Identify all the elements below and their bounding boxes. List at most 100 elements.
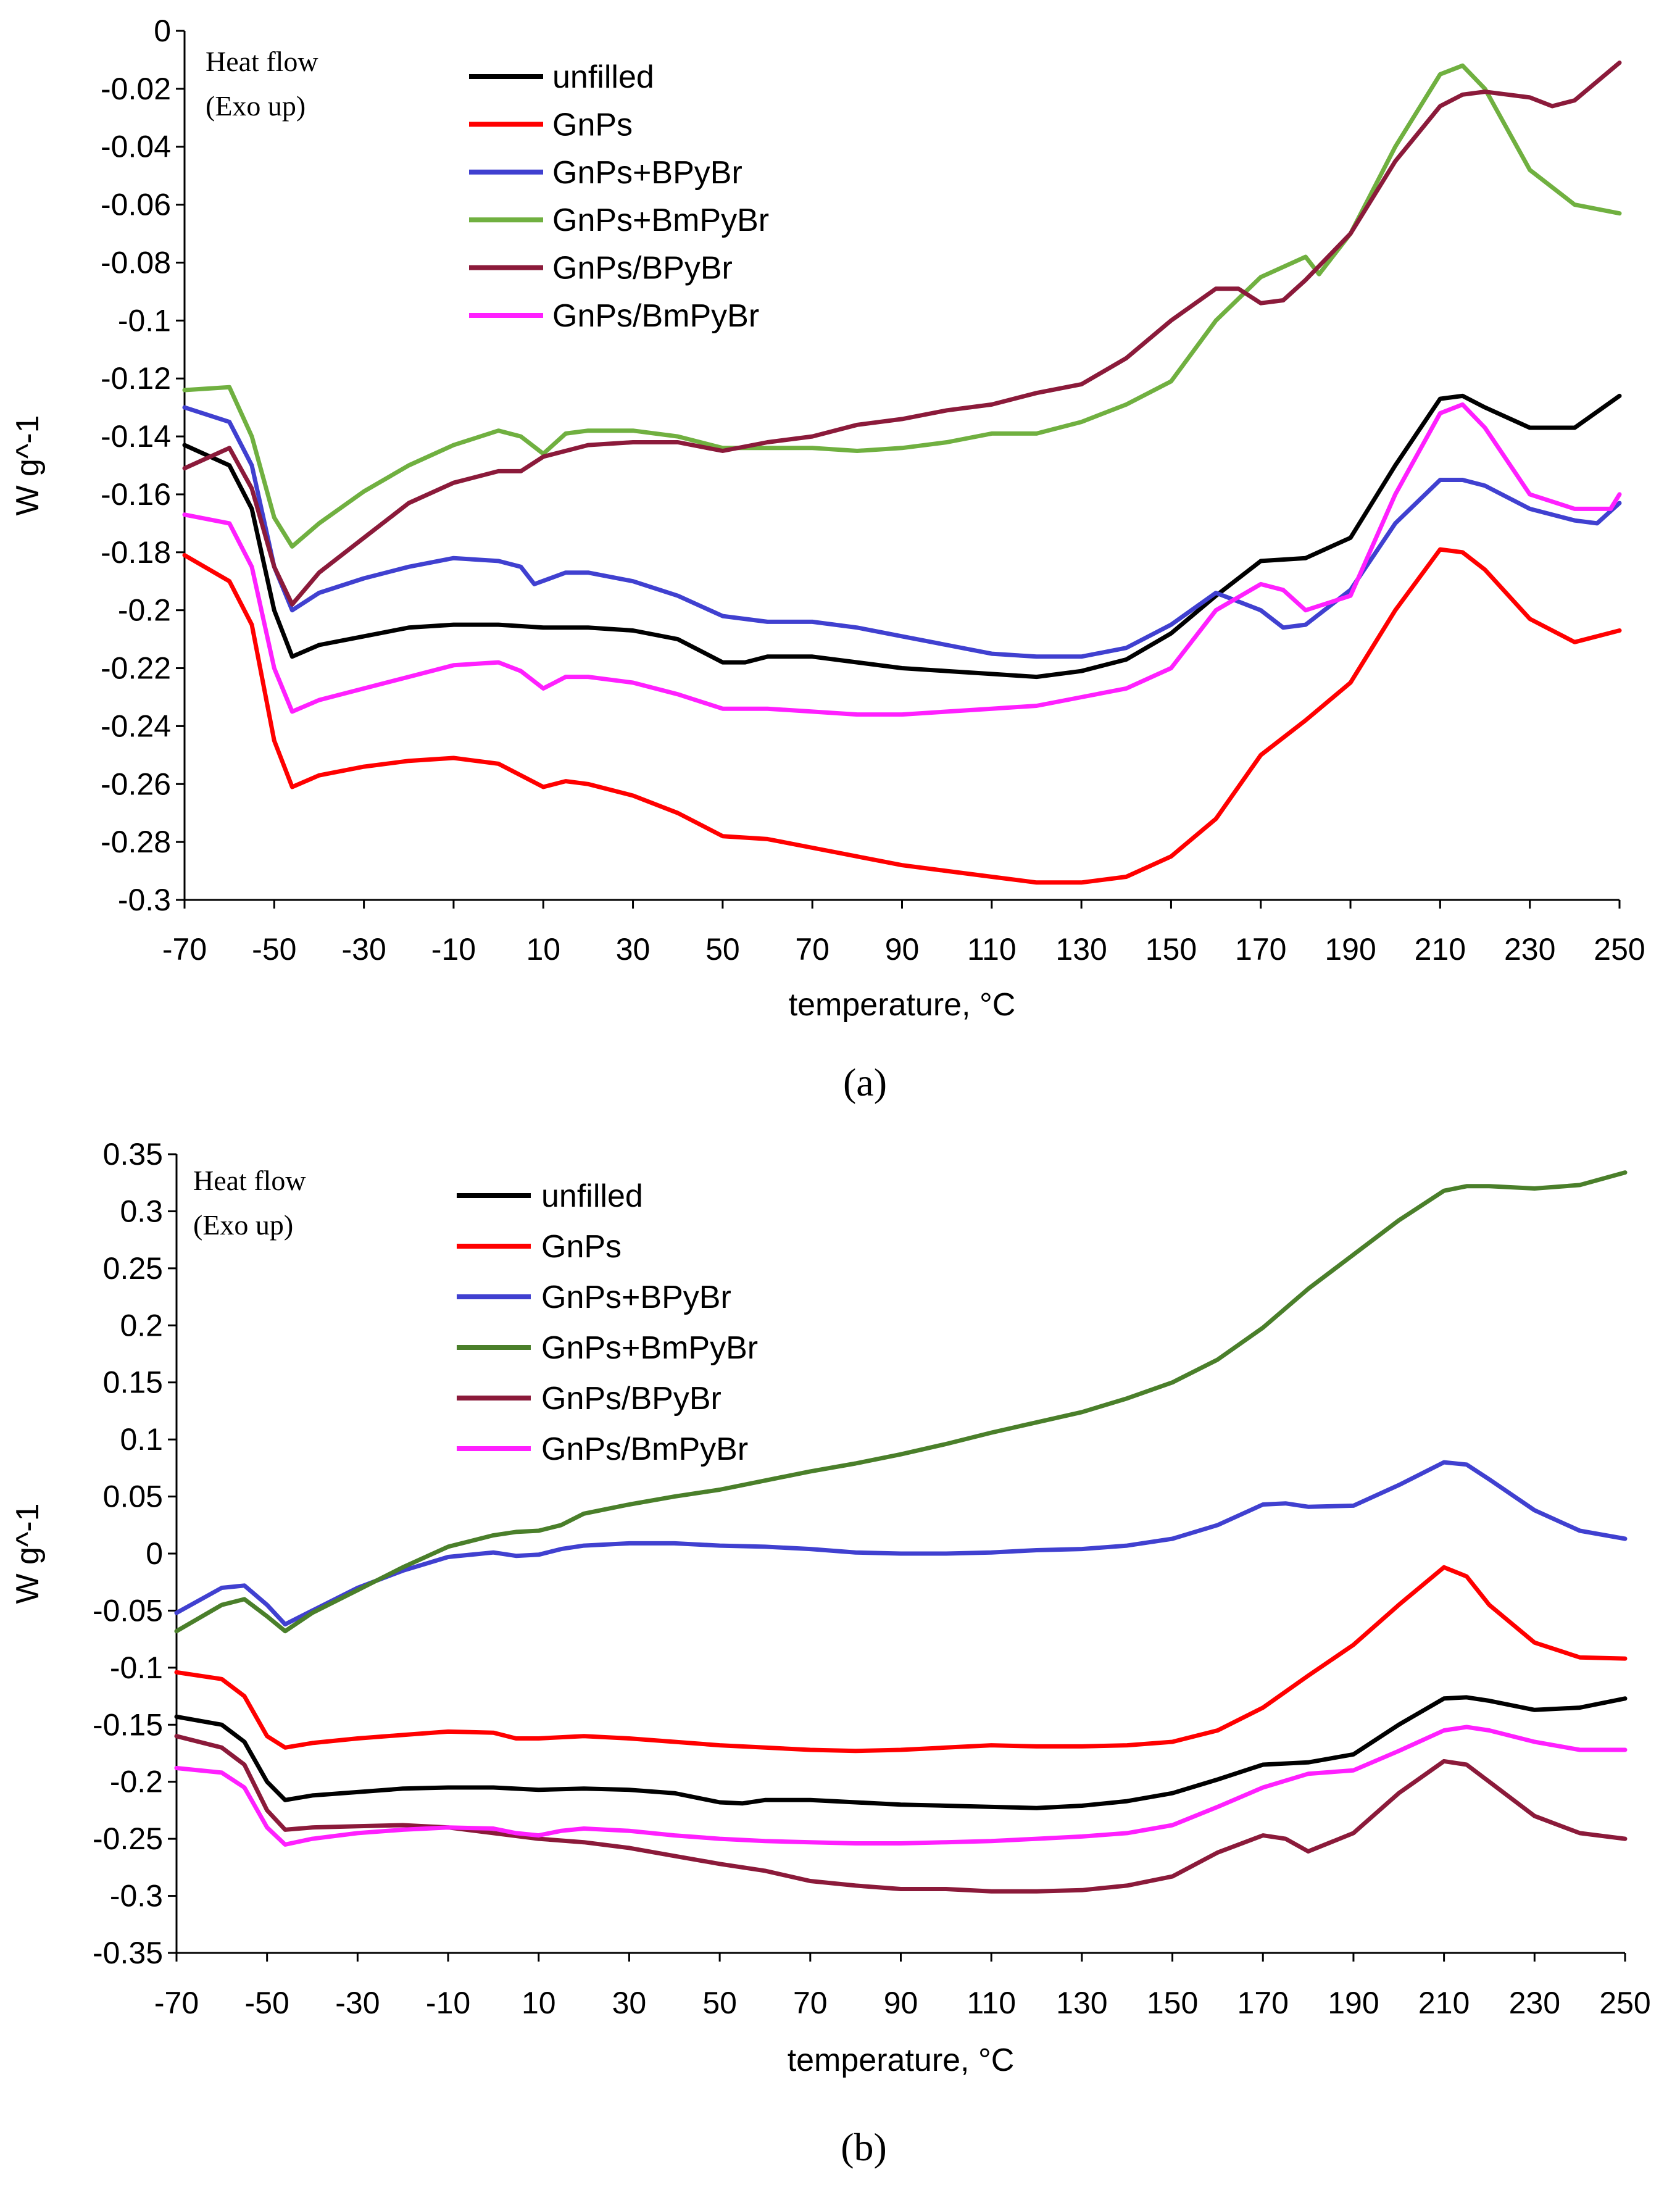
series-line-gnps-bpybr — [174, 1734, 1628, 1894]
x-tick-label: 250 — [1594, 932, 1645, 967]
x-tick-label: 190 — [1324, 932, 1376, 967]
x-tick-label: 230 — [1504, 932, 1555, 967]
series-line-gnps-bmpybr — [174, 1170, 1628, 1634]
annotation-text: Heat flow — [206, 46, 318, 77]
chart-b: 0.35 0.3 0.25 0.2 0.15 0.1 0.05 0 -0.05 -0.1 -0.15… — [10, 1137, 1651, 2169]
y-axis-label: W g^-1 — [10, 1503, 46, 1604]
x-tick-label: -30 — [335, 1986, 380, 2020]
legend-label: GnPs+BmPyBr — [541, 1330, 758, 1366]
x-tick-label: -70 — [162, 932, 207, 967]
series-line-gnps — [174, 1565, 1628, 1754]
series-line-gnps-bpybr — [182, 60, 1622, 607]
series-line-gnps-bmpybr — [174, 1725, 1628, 1847]
series-line-gnps-bmpybr — [182, 63, 1622, 549]
x-tick-label: 70 — [793, 1986, 828, 2020]
x-tick-label: 110 — [967, 1986, 1016, 2020]
series-line-unfilled — [182, 393, 1622, 680]
legend-label: GnPs+BmPyBr — [552, 202, 769, 238]
y-tick-label: -0.26 — [101, 767, 171, 801]
y-tick-label: -0.35 — [93, 1936, 163, 1970]
x-tick-label: -50 — [245, 1986, 289, 2020]
x-axis-label: temperature, °C — [788, 2042, 1015, 2078]
y-tick-label: -0.05 — [93, 1593, 163, 1628]
annotation-text: Heat flow — [193, 1165, 306, 1196]
legend-label: GnPs — [541, 1229, 622, 1265]
x-tick-label: 130 — [1055, 932, 1107, 967]
y-tick-label: -0.3 — [110, 1879, 163, 1913]
panel-label: (a) — [843, 1060, 887, 1104]
x-tick-label: 10 — [522, 1986, 556, 2020]
x-tick-label: 150 — [1146, 932, 1197, 967]
series-line-gnps — [182, 547, 1622, 885]
y-tick-label: -0.1 — [110, 1650, 163, 1685]
x-tick-label: 50 — [705, 932, 740, 967]
y-tick-label: -0.18 — [101, 535, 171, 570]
y-tick-label: 0.15 — [103, 1365, 163, 1400]
y-tick-label: -0.2 — [118, 593, 171, 628]
legend-label: GnPs/BPyBr — [552, 251, 733, 286]
annotation-text: (Exo up) — [206, 90, 306, 122]
y-axis-label: W g^-1 — [10, 415, 46, 515]
x-axis-label: temperature, °C — [789, 987, 1016, 1023]
x-tick-label: 110 — [967, 932, 1017, 967]
x-tick-label: 50 — [702, 1986, 737, 2020]
x-tick-label: 250 — [1599, 1986, 1650, 2020]
x-tick-label: 10 — [526, 932, 560, 967]
x-tick-label: -10 — [426, 1986, 470, 2020]
x-tick-label: 170 — [1235, 932, 1286, 967]
y-tick-label: -0.06 — [101, 188, 171, 222]
y-tick-label: -0.12 — [101, 361, 171, 396]
chart-a: 0 -0.02 -0.04 -0.06 -0.08 -0.1 -0.12 -0.14 -0.16… — [10, 14, 1645, 1104]
series-line-gnps-bmpybr — [182, 402, 1622, 717]
legend-label: GnPs — [552, 107, 633, 143]
series-line-gnps-bpybr — [182, 405, 1622, 659]
y-tick-label: -0.15 — [93, 1707, 163, 1742]
y-tick-label: -0.3 — [118, 883, 171, 917]
panel-label: (b) — [841, 2125, 887, 2169]
y-tick-label: -0.22 — [101, 651, 171, 686]
x-tick-label: 130 — [1056, 1986, 1107, 2020]
legend-label: GnPs/BPyBr — [541, 1381, 721, 1417]
x-tick-label: 70 — [795, 932, 830, 967]
legend-label: GnPs+BPyBr — [552, 155, 742, 191]
y-tick-label: -0.25 — [93, 1821, 163, 1856]
x-tick-label: 170 — [1237, 1986, 1289, 2020]
x-tick-label: -50 — [252, 932, 296, 967]
x-tick-label: 190 — [1328, 1986, 1379, 2020]
y-tick-label: 0.25 — [103, 1251, 163, 1286]
y-tick-label: 0 — [146, 1536, 163, 1571]
y-tick-label: -0.14 — [101, 419, 171, 454]
y-tick-label: 0.05 — [103, 1480, 163, 1514]
y-tick-label: 0.3 — [120, 1194, 163, 1228]
y-tick-label: -0.24 — [101, 709, 171, 743]
x-tick-label: 210 — [1415, 932, 1466, 967]
legend-label: GnPs+BPyBr — [541, 1280, 731, 1315]
series-line-unfilled — [174, 1695, 1628, 1810]
x-tick-label: -10 — [431, 932, 476, 967]
y-tick-label: 0.2 — [120, 1308, 163, 1342]
x-tick-label: 30 — [616, 932, 651, 967]
x-tick-label: -30 — [341, 932, 386, 967]
y-tick-label: -0.1 — [118, 303, 171, 338]
y-tick-label: -0.16 — [101, 477, 171, 512]
y-tick-label: 0 — [154, 14, 171, 48]
x-tick-label: 210 — [1418, 1986, 1470, 2020]
y-tick-label: -0.02 — [101, 72, 171, 106]
y-tick-label: 0.35 — [103, 1137, 163, 1172]
y-tick-label: 0.1 — [120, 1422, 163, 1457]
y-tick-label: -0.28 — [101, 825, 171, 859]
legend-label: unfilled — [552, 59, 654, 95]
y-tick-label: -0.2 — [110, 1765, 163, 1799]
legend-label: unfilled — [541, 1178, 643, 1214]
x-tick-label: 30 — [612, 1986, 647, 2020]
x-tick-label: -70 — [154, 1986, 199, 2020]
y-tick-label: -0.08 — [101, 245, 171, 280]
y-tick-label: -0.04 — [101, 130, 171, 164]
x-tick-label: 230 — [1509, 1986, 1560, 2020]
x-tick-label: 90 — [884, 1986, 918, 2020]
legend-label: GnPs/BmPyBr — [541, 1431, 748, 1467]
x-tick-label: 90 — [885, 932, 920, 967]
x-tick-label: 150 — [1147, 1986, 1198, 2020]
annotation-text: (Exo up) — [193, 1209, 293, 1241]
